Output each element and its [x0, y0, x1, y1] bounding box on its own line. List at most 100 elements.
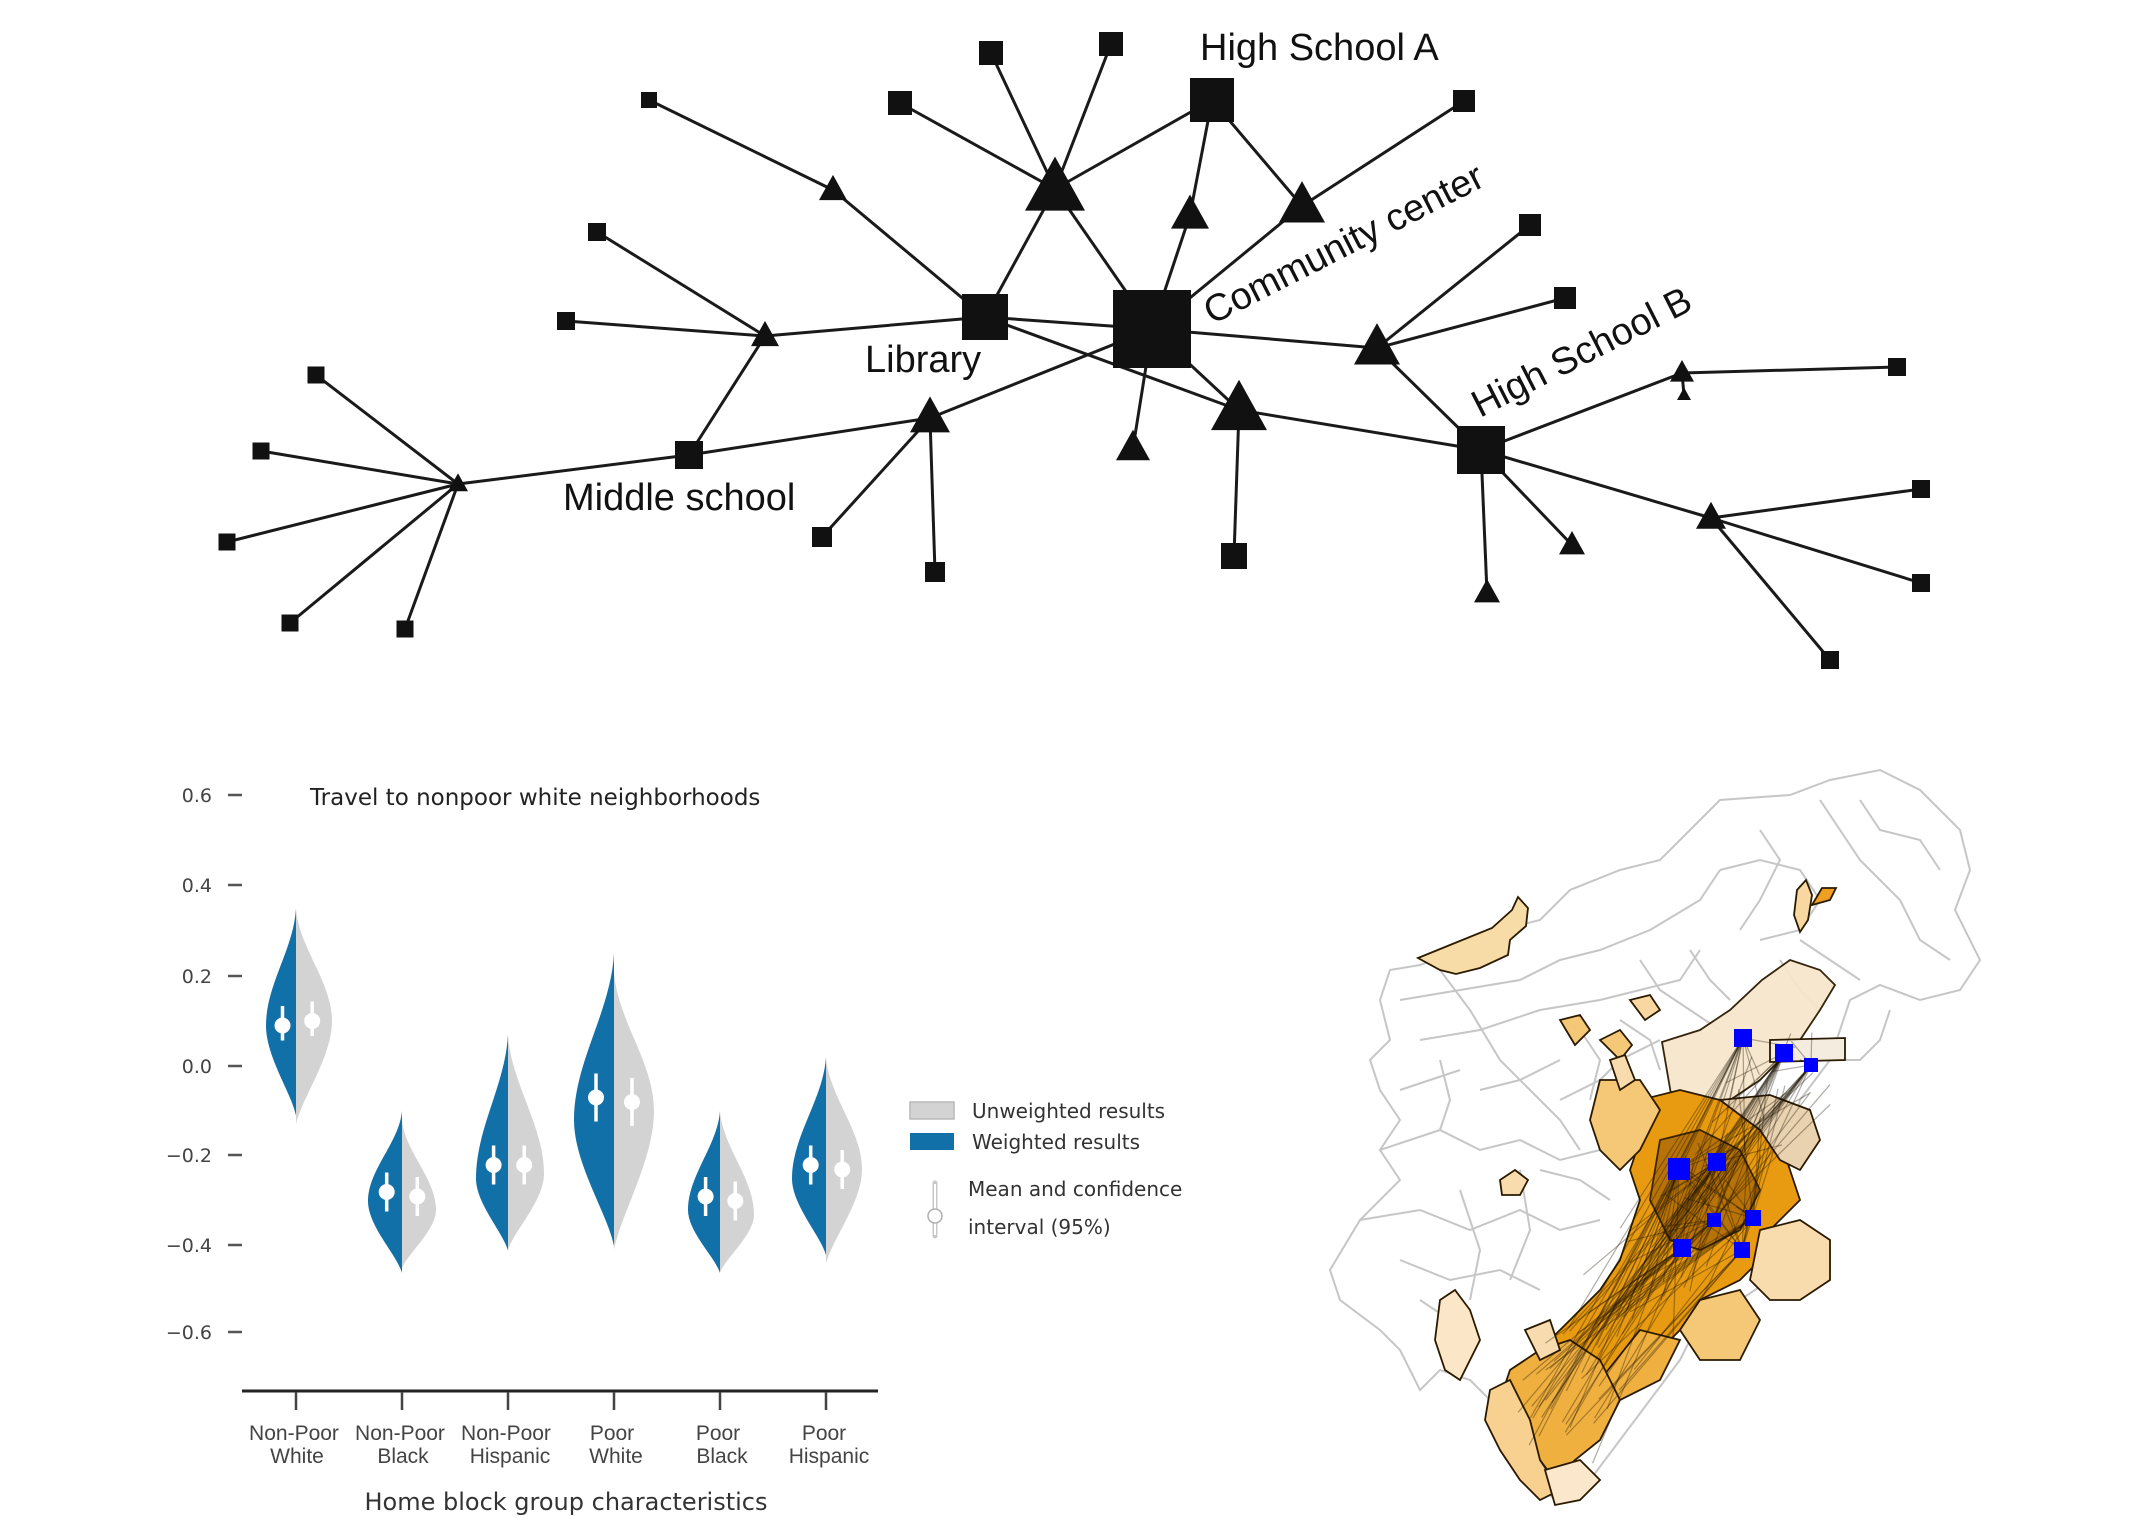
network-edge: [596, 230, 766, 338]
x-tick-marks: [294, 1392, 828, 1410]
square-node: [307, 366, 325, 384]
network-edge: [457, 453, 690, 486]
square-node: [1821, 651, 1839, 669]
flow-line: [1735, 1052, 1785, 1138]
flow-line: [1716, 1072, 1814, 1163]
choropleth-map: [1328, 768, 1982, 1507]
flow-line: [1618, 1249, 1743, 1391]
x-tick-label: Poor: [802, 1422, 846, 1445]
square-node: [925, 562, 945, 582]
square-node: [641, 92, 657, 108]
network-edge: [1054, 98, 1213, 191]
network-edge: [648, 98, 834, 192]
square-node: [1519, 214, 1541, 236]
mean-marker: [588, 1089, 604, 1106]
legend-swatch-unweighted: [909, 1101, 955, 1120]
flow-line: [1713, 1093, 1811, 1221]
flow-line: [1622, 1219, 1715, 1318]
triangle-node: [1474, 578, 1500, 603]
x-tick-label: Non-Poor: [461, 1422, 551, 1445]
flow-line: [1741, 1148, 1775, 1251]
x-tick-label: Black: [377, 1445, 429, 1468]
flow-line: [1681, 1159, 1695, 1249]
destination-marker: [1734, 1029, 1752, 1047]
legend-label-weighted: Weighted results: [972, 1130, 1140, 1154]
flow-line: [1591, 1247, 1683, 1464]
square-node: [281, 614, 299, 632]
square-node: [557, 312, 575, 330]
network-edge: [687, 335, 767, 456]
flow-line: [1621, 1247, 1683, 1335]
triangle-node: [1354, 323, 1400, 365]
triangle-node: [1696, 501, 1726, 529]
triangle-node: [819, 174, 847, 201]
flow-line: [1581, 1037, 1744, 1373]
triangle-node: [1670, 360, 1694, 382]
network-edge: [1232, 409, 1241, 557]
label-middle-school: Middle school: [563, 477, 795, 519]
flow-line: [1597, 1052, 1785, 1349]
x-tick-label: Poor: [696, 1422, 740, 1445]
flow-line: [1681, 1056, 1753, 1249]
network-edge: [989, 52, 1057, 190]
flow-line: [1680, 1161, 1718, 1278]
label-high-school-b: High School B: [1465, 279, 1699, 426]
square-node: [1190, 78, 1234, 122]
flow-line: [1629, 1219, 1715, 1264]
y-tick-label: 0.0: [182, 1056, 212, 1078]
flow-line: [1532, 1168, 1680, 1419]
flow-line: [1565, 1249, 1743, 1436]
x-tick-label: Black: [696, 1445, 748, 1468]
network-edge: [984, 315, 1240, 412]
flow-line: [1658, 1052, 1785, 1237]
square-node: [962, 294, 1008, 340]
flow-line: [1583, 1161, 1718, 1276]
square-node: [218, 533, 236, 551]
flow-line: [1598, 1249, 1743, 1400]
flow-line: [1663, 1064, 1812, 1256]
network-diagram: High School A Community center Library H…: [218, 27, 1930, 669]
flow-line: [1678, 1091, 1812, 1170]
flow-line: [1612, 1217, 1754, 1307]
violin-chart: Travel to nonpoor white neighborhoods 0.…: [166, 785, 1182, 1516]
flow-line: [1576, 1217, 1754, 1335]
x-tick-label: Hispanic: [470, 1445, 551, 1468]
triangle-node: [448, 473, 468, 492]
flow-line: [1687, 1170, 1754, 1219]
violins: [266, 908, 862, 1273]
flow-line: [1630, 1249, 1743, 1313]
flow-line: [1694, 1052, 1785, 1156]
square-node: [1457, 426, 1505, 474]
y-tick-label: 0.4: [182, 875, 212, 897]
flow-line: [1692, 1161, 1718, 1230]
flow-line: [1606, 1037, 1744, 1410]
triangle-node: [1559, 530, 1585, 555]
destination-marker: [1804, 1058, 1818, 1072]
flow-line: [1713, 1162, 1730, 1221]
flow-line: [1691, 1219, 1715, 1275]
network-edge: [1376, 296, 1566, 350]
flow-line: [1538, 1161, 1718, 1408]
legend-label-mean-ci-1: Mean and confidence: [968, 1177, 1182, 1201]
mean-marker: [378, 1184, 395, 1200]
destination-marker: [1668, 1158, 1690, 1180]
flow-line: [1598, 1219, 1715, 1387]
flow-line: [1553, 1247, 1683, 1362]
y-tick-label: 0.6: [182, 785, 212, 807]
network-edge: [928, 417, 937, 573]
x-category-labels: Non-Poor White Non-Poor Black Non-Poor H…: [249, 1422, 869, 1468]
flow-line: [1517, 1064, 1812, 1413]
square-node: [1113, 290, 1191, 368]
label-community-center: Community center: [1197, 155, 1491, 333]
triangle-node: [1279, 181, 1325, 223]
y-axis: 0.6 0.4 0.2 0.0 −0.2 −0.4 −0.6: [166, 785, 242, 1344]
flow-line: [1569, 1064, 1812, 1332]
flow-line: [1528, 1168, 1680, 1446]
flow-line: [1705, 1052, 1785, 1267]
mean-marker: [274, 1017, 291, 1034]
flow-line: [1713, 1159, 1737, 1221]
flow-line: [1616, 1168, 1680, 1337]
chart-title: Travel to nonpoor white neighborhoods: [309, 785, 760, 811]
square-node: [1453, 90, 1475, 112]
y-tick-label: −0.6: [166, 1322, 212, 1344]
